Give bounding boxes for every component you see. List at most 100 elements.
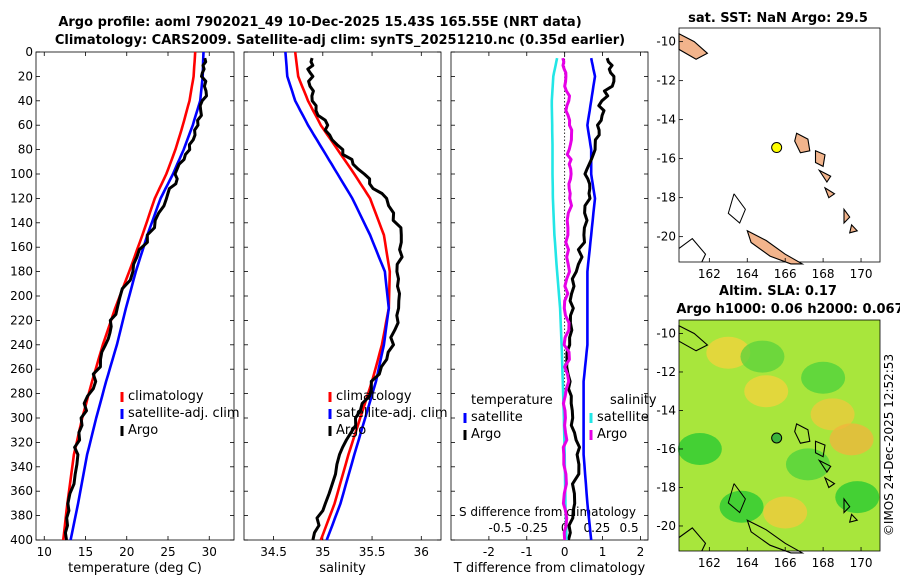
island-outline [794,423,811,444]
island-outline [823,476,836,489]
legend-label: climatology [128,389,204,404]
sla-anomaly-patch [677,432,722,465]
plot-frame-salinity [243,51,442,541]
sla-anomaly-patch [744,375,789,408]
x-tick-label: 25 [160,545,175,559]
map-y-tick-label: -12 [656,74,676,88]
y-tick-label: 240 [10,338,33,352]
map-x-tick-label: 162 [698,267,721,281]
y-tick-label: 280 [10,387,33,401]
sla-anomaly-patch [763,496,808,529]
map-y-tick-label: -16 [656,442,676,456]
argo-float-marker [771,432,783,444]
y-tick-label: 60 [18,118,33,132]
series-line-s-argo [561,57,574,541]
map-y-tick-label: -20 [656,230,676,244]
island-outline [843,207,851,225]
map-x-tick-label: 162 [698,556,721,570]
legend-label: Argo [336,423,366,438]
map-frame [678,27,881,263]
island-outline [848,223,859,234]
s-tick-label: 0.5 [620,521,639,535]
legend-label: Argo [128,423,158,438]
plot-frame-temperature [35,51,235,541]
x-tick-label: 15 [78,545,93,559]
series-line-satellite-adj-clim [284,51,391,541]
new-caledonia-outline [746,519,805,554]
x-tick-label: -2 [483,545,495,559]
island-outline [814,149,826,168]
island-outline [817,168,832,184]
legend-title-salinity: salinity [610,393,657,408]
y-tick-label: 340 [10,460,33,474]
sst-map-title: sat. SST: NaN Argo: 29.5 [688,11,868,26]
map-x-tick-label: 168 [812,267,835,281]
sla-map-title-2: Argo h1000: 0.06 h2000: 0.067 [676,302,900,317]
x-axis-label: T difference from climatology [453,561,646,576]
y-tick-label: 80 [18,143,33,157]
island-outline [814,440,826,458]
s-tick-label: -0.25 [517,521,548,535]
x-axis-label-top: S difference from climatology [459,505,636,519]
series-line-t-argo [565,57,616,541]
legend-label: Argo [471,427,501,442]
reef-outline [727,483,746,514]
sla-anomaly-patch [835,481,880,514]
y-tick-label: 140 [10,216,33,230]
legend-title-temperature: temperature [471,393,553,408]
map-y-tick-label: -10 [656,326,676,340]
map-y-tick-label: -18 [656,191,676,205]
x-axis-label: temperature (deg C) [68,561,202,576]
map-y-tick-label: -14 [656,403,676,417]
sla-anomaly-patch [801,361,846,394]
y-tick-label: 220 [10,313,33,327]
map-x-tick-label: 170 [850,267,873,281]
legend-label: climatology [336,389,412,404]
s-tick-label: -0.5 [489,521,512,535]
salinity-panel: 34.5 35 35.5 36 salinity climatology satellite… [243,51,448,576]
legend-label: satellite-adj. clim [336,406,448,421]
reef-outline [678,237,707,263]
x-tick-label: 0 [561,545,569,559]
map-x-tick-label: 168 [812,556,835,570]
title-line-1: Argo profile: aoml 7902021_49 10-Dec-202… [58,15,581,30]
map-x-tick-label: 166 [774,267,797,281]
series-line-climatology [293,51,392,541]
x-tick-label: 20 [119,545,134,559]
sla-map-title-1: Altim. SLA: 0.17 [719,284,837,299]
series-line-t-satellite [582,57,597,541]
island-outline [843,497,851,514]
y-tick-label: 40 [18,94,33,108]
argo-float-marker [771,142,783,154]
new-caledonia-outline [746,229,805,265]
sla-anomaly-patch [785,448,830,481]
map-y-tick-label: -10 [656,35,676,49]
y-tick-label: 320 [10,435,33,449]
x-tick-label: 1 [599,545,607,559]
sla-anomaly-patch [740,340,785,373]
map-x-tick-label: 164 [736,556,759,570]
sla-anomaly-patch [706,336,751,369]
sla-anomaly-patch [719,490,764,523]
map-x-tick-label: 164 [736,267,759,281]
x-tick-label: 10 [37,545,52,559]
title-line-2: Climatology: CARS2009. Satellite-adj cli… [55,33,625,48]
map-y-tick-label: -12 [656,365,676,379]
x-tick-label: 30 [202,545,217,559]
map-y-tick-label: -20 [656,519,676,533]
y-tick-label: 260 [10,362,33,376]
sla-anomaly-patch [810,398,855,431]
legend-label: satellite-adj. clim [128,406,240,421]
temperature-panel: 0 20 40 60 80 100 120 140 160 180 200 220 240 260 280 3… [10,45,240,576]
x-tick-label: 34.5 [260,545,287,559]
series-line-satellite-adj-clim [69,51,205,541]
legend-label: satellite [471,410,523,425]
reef-outline [727,193,746,224]
s-tick-label: 0.25 [583,521,610,535]
y-tick-label: 120 [10,191,33,205]
island-outline [678,324,709,352]
y-tick-label: 200 [10,289,33,303]
y-tick-label: 20 [18,69,33,83]
x-axis-label: salinity [319,561,366,576]
